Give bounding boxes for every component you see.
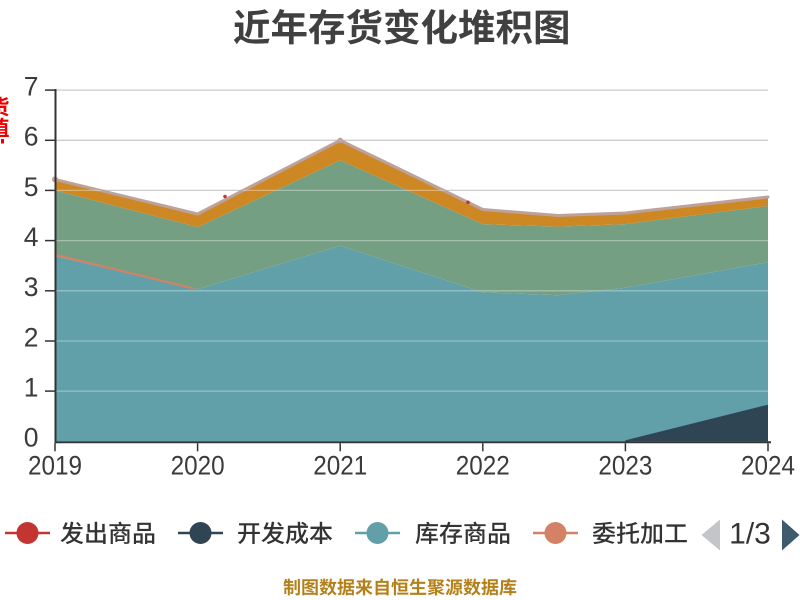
- svg-text:2021: 2021: [313, 451, 367, 481]
- svg-text:4: 4: [24, 222, 39, 252]
- svg-text:2019: 2019: [28, 451, 82, 481]
- svg-text:3: 3: [24, 272, 39, 302]
- svg-text:6: 6: [24, 122, 39, 152]
- svg-text:1/3: 1/3: [729, 518, 771, 551]
- svg-text:2024: 2024: [741, 451, 795, 481]
- svg-text:2: 2: [24, 322, 39, 352]
- svg-text:2022: 2022: [456, 451, 510, 481]
- svg-text:0: 0: [24, 423, 39, 453]
- svg-text:5: 5: [24, 172, 39, 202]
- svg-text:2020: 2020: [171, 451, 225, 481]
- svg-text:1: 1: [24, 372, 39, 402]
- svg-text:7: 7: [24, 71, 39, 101]
- svg-text:2023: 2023: [598, 451, 652, 481]
